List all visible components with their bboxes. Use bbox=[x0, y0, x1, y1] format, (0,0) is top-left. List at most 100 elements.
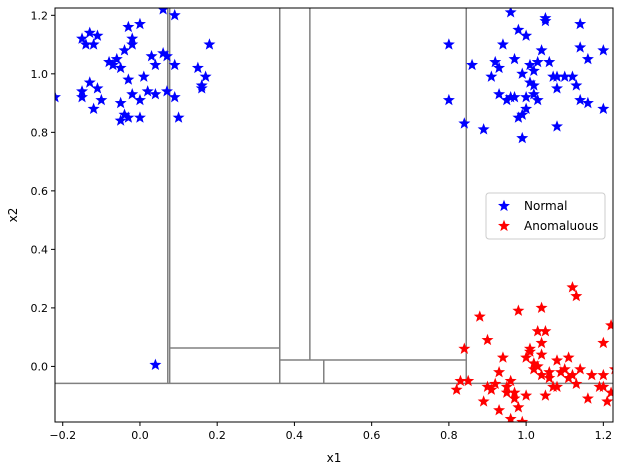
point-normal-69 bbox=[523, 58, 536, 71]
y-tick-label-2: 0.4 bbox=[31, 243, 49, 256]
point-anomaluous-5 bbox=[477, 395, 490, 407]
point-normal-22 bbox=[110, 52, 123, 65]
data-points bbox=[55, 8, 613, 422]
point-normal-63 bbox=[516, 108, 529, 120]
point-normal-46 bbox=[199, 70, 212, 82]
point-anomaluous-1 bbox=[454, 374, 467, 387]
point-anomaluous-58 bbox=[608, 367, 613, 375]
point-normal-74 bbox=[535, 44, 548, 56]
point-normal-33 bbox=[141, 85, 154, 97]
point-anomaluous-27 bbox=[527, 357, 540, 369]
point-anomaluous-30 bbox=[535, 348, 548, 360]
x-tick-label-6: 1.0 bbox=[517, 429, 535, 442]
point-anomaluous-8 bbox=[485, 383, 498, 395]
point-anomaluous-7 bbox=[481, 380, 494, 392]
point-normal-26 bbox=[126, 88, 139, 100]
point-anomaluous-34 bbox=[539, 325, 552, 337]
x-axis-label: x1 bbox=[327, 451, 342, 465]
point-anomaluous-50 bbox=[585, 368, 598, 381]
point-normal-29 bbox=[114, 114, 127, 126]
point-normal-72 bbox=[531, 55, 544, 68]
point-normal-21 bbox=[106, 58, 119, 71]
point-anomaluous-22 bbox=[520, 351, 533, 363]
point-normal-85 bbox=[574, 17, 587, 30]
point-normal-94 bbox=[504, 90, 517, 103]
point-anomaluous-2 bbox=[462, 374, 475, 387]
point-normal-15 bbox=[76, 85, 89, 97]
plot-frame bbox=[54, 7, 614, 423]
point-normal-35 bbox=[149, 58, 162, 71]
point-normal-49 bbox=[442, 93, 455, 106]
x-tick-label-7: 1.2 bbox=[595, 429, 613, 442]
point-normal-55 bbox=[493, 61, 506, 74]
legend-label-anomaluous: Anomaluous bbox=[524, 219, 598, 233]
point-normal-82 bbox=[558, 70, 571, 82]
point-anomaluous-43 bbox=[562, 351, 575, 363]
legend-marker-anomaluous bbox=[498, 219, 510, 232]
point-normal-68 bbox=[523, 76, 536, 88]
point-anomaluous-16 bbox=[504, 412, 517, 422]
point-anomaluous-28 bbox=[531, 360, 544, 372]
point-anomaluous-48 bbox=[574, 363, 587, 375]
point-anomaluous-33 bbox=[535, 301, 548, 313]
point-anomaluous-4 bbox=[473, 310, 486, 322]
point-normal-66 bbox=[520, 90, 533, 103]
point-normal-56 bbox=[493, 88, 506, 100]
point-anomaluous-53 bbox=[597, 380, 610, 392]
point-normal-39 bbox=[160, 85, 173, 97]
point-anomaluous-21 bbox=[516, 415, 529, 422]
point-anomaluous-56 bbox=[605, 319, 613, 331]
point-normal-40 bbox=[168, 90, 181, 103]
point-anomaluous-55 bbox=[601, 395, 613, 407]
y-tick-label-4: 0.8 bbox=[31, 126, 49, 139]
point-anomaluous-3 bbox=[458, 342, 471, 354]
point-normal-41 bbox=[168, 58, 181, 71]
point-normal-86 bbox=[574, 41, 587, 53]
point-normal-31 bbox=[133, 111, 146, 123]
point-anomaluous-29 bbox=[531, 325, 544, 337]
legend-star-normal bbox=[498, 199, 510, 212]
point-anomaluous-54 bbox=[597, 368, 610, 381]
point-anomaluous-19 bbox=[512, 401, 525, 413]
point-normal-92 bbox=[520, 102, 533, 115]
point-normal-90 bbox=[597, 44, 610, 56]
point-anomaluous-31 bbox=[535, 336, 548, 349]
point-anomaluous-44 bbox=[566, 368, 579, 381]
point-anomaluous-11 bbox=[493, 365, 506, 378]
point-normal-67 bbox=[520, 29, 533, 41]
point-anomaluous-26 bbox=[527, 363, 540, 375]
point-normal-8 bbox=[126, 32, 139, 44]
point-anomaluous-59 bbox=[543, 365, 556, 378]
point-normal-11 bbox=[126, 38, 139, 50]
point-normal-52 bbox=[477, 123, 490, 135]
point-anomaluous-39 bbox=[551, 380, 563, 392]
legend-star-anomaluous bbox=[498, 219, 510, 232]
point-anomaluous-32 bbox=[535, 368, 548, 381]
legend-label-normal: Normal bbox=[524, 199, 567, 213]
point-anomaluous-20 bbox=[512, 304, 525, 316]
point-anomaluous-6 bbox=[481, 333, 494, 346]
point-normal-76 bbox=[539, 11, 552, 24]
point-normal-70 bbox=[527, 79, 540, 91]
y-tick-label-0: 0.0 bbox=[31, 360, 49, 373]
point-normal-62 bbox=[512, 23, 525, 36]
point-anomaluous-9 bbox=[489, 377, 502, 390]
point-normal-3 bbox=[83, 26, 96, 38]
point-normal-71 bbox=[527, 88, 540, 100]
point-normal-1 bbox=[149, 358, 162, 371]
point-normal-95 bbox=[527, 64, 540, 76]
point-anomaluous-42 bbox=[562, 371, 575, 384]
x-tick-label-3: 0.4 bbox=[286, 429, 304, 442]
x-tick-label-1: 0.0 bbox=[131, 429, 149, 442]
point-normal-24 bbox=[122, 73, 135, 85]
y-tick-label-6: 1.2 bbox=[31, 9, 49, 22]
point-normal-64 bbox=[516, 131, 529, 144]
point-anomaluous-12 bbox=[496, 351, 509, 363]
x-axis-ticks: −0.2 0.0 0.2 0.4 0.6 0.8 1.0 1.2 bbox=[49, 422, 612, 442]
point-anomaluous-46 bbox=[570, 289, 583, 302]
y-tick-label-5: 1.0 bbox=[31, 68, 49, 81]
point-anomaluous-52 bbox=[597, 336, 610, 349]
point-normal-81 bbox=[551, 120, 563, 132]
point-normal-47 bbox=[103, 55, 116, 68]
point-normal-93 bbox=[512, 111, 525, 123]
